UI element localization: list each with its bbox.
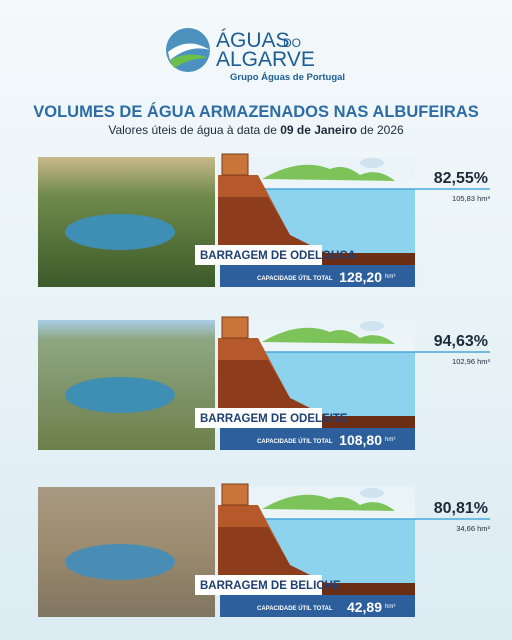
capacity-bar <box>220 595 415 617</box>
capacity-unit: hm³ <box>385 604 395 610</box>
photo-water <box>65 214 175 250</box>
dam-name: BARRAGEM DE BELICHE <box>200 580 341 592</box>
capacity-unit: hm³ <box>385 274 395 280</box>
dam-shade <box>218 360 330 418</box>
cloud <box>360 158 384 168</box>
hill <box>262 164 395 181</box>
dam-name: BARRAGEM DE ODELOUCA <box>200 250 356 262</box>
hill <box>262 494 395 511</box>
subtitle-text: de 2026 <box>356 123 404 137</box>
percent: 82,55% <box>434 170 488 187</box>
building <box>221 483 249 506</box>
capacity-label: CAPACIDADE ÚTIL TOTAL <box>257 605 333 612</box>
logo-word: ÁGUAS <box>216 29 290 52</box>
building <box>221 153 249 176</box>
dam-shade <box>218 527 330 585</box>
capacity-bar <box>220 428 415 450</box>
capacity-unit: hm³ <box>385 437 395 443</box>
dam-name: BARRAGEM DE ODELEITE <box>200 413 348 425</box>
capacity-label: CAPACIDADE ÚTIL TOTAL <box>257 438 333 445</box>
volume: 34,66 hm³ <box>456 524 490 533</box>
logo-group: Grupo Águas de Portugal <box>230 72 345 83</box>
logo-word: DO <box>283 36 301 50</box>
subtitle-text: Valores úteis de água à data de <box>108 123 281 137</box>
volume: 102,96 hm³ <box>452 357 490 366</box>
percent: 94,63% <box>434 333 488 350</box>
building <box>221 316 249 339</box>
name-box <box>195 575 322 595</box>
logo: ÁGUAS DO ALGARVE Grupo Águas de Portugal <box>166 28 345 83</box>
panels: BARRAGEM DE ODELOUCA CAPACIDADE ÚTIL TOTA… <box>38 153 490 617</box>
subtitle: Valores úteis de água à data de 09 de Ja… <box>0 123 512 137</box>
photo-water <box>65 544 175 580</box>
volume: 105,83 hm³ <box>452 194 490 203</box>
hill <box>262 327 395 344</box>
capacity-value: 128,20 <box>339 269 382 285</box>
dam-shade <box>218 197 330 255</box>
name-box <box>195 245 322 265</box>
title: VOLUMES DE ÁGUA ARMAZENADOS NAS ALBUFEIR… <box>33 103 479 121</box>
logo-word: ALGARVE <box>216 48 315 71</box>
capacity-value: 42,89 <box>347 599 382 615</box>
percent: 80,81% <box>434 500 488 517</box>
capacity-bar <box>220 265 415 287</box>
capacity-value: 108,80 <box>339 432 382 448</box>
capacity-label: CAPACIDADE ÚTIL TOTAL <box>257 275 333 282</box>
cloud <box>360 488 384 498</box>
subtitle-date: 09 de Janeiro <box>280 123 357 137</box>
name-box <box>195 408 322 428</box>
photo-water <box>65 377 175 413</box>
cloud <box>360 321 384 331</box>
